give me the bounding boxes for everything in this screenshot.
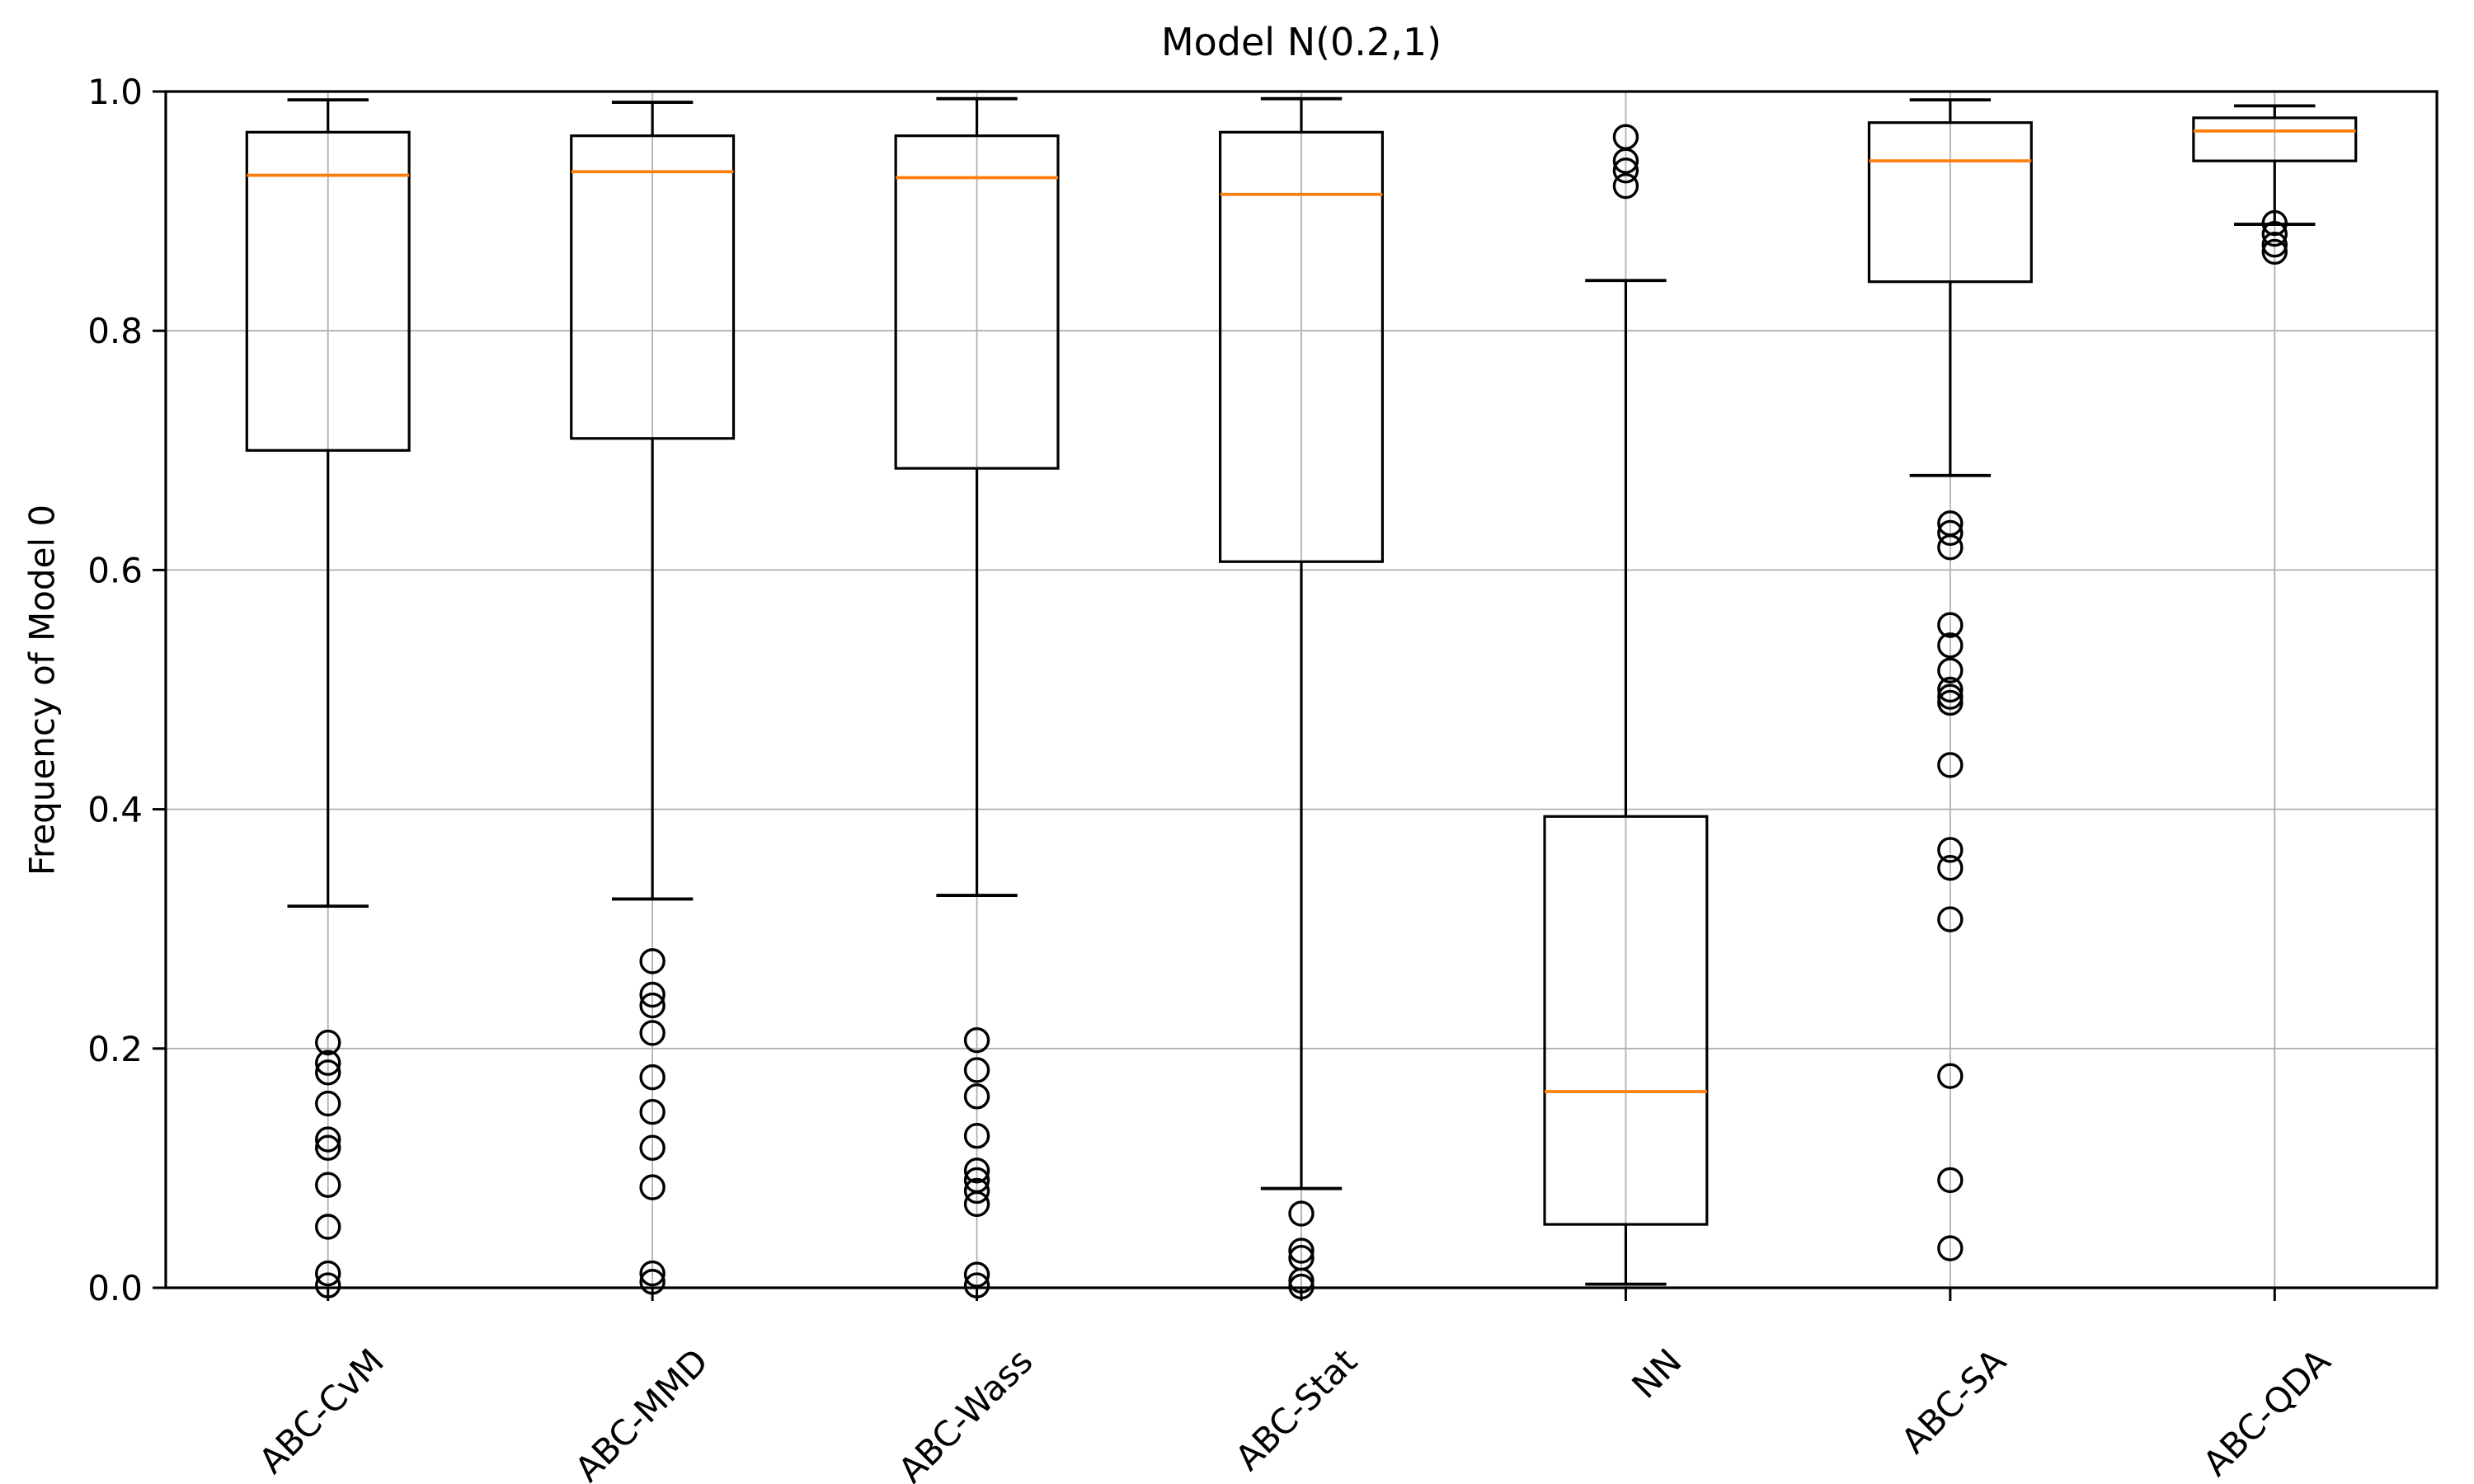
outlier-point-abc-sa [1937,534,1964,561]
outlier-point-abc-stat [1288,1237,1315,1264]
outlier-point-abc-wass [963,1123,990,1149]
outlier-point-abc-mmd [639,948,666,974]
outlier-point-abc-wass [963,1158,990,1184]
outlier-point-abc-sa [1937,519,1964,547]
outlier-point-abc-sa [1937,1235,1964,1261]
outlier-point-abc-cvm [315,1172,341,1198]
outlier-point-abc-cvm [315,1029,341,1056]
outlier-point-nn [1612,157,1639,184]
outlier-point-abc-qda [2261,238,2288,265]
outlier-point-abc-sa [1937,689,1964,716]
outlier-point-abc-sa [1937,657,1964,683]
outlier-point-abc-stat [1288,1200,1315,1227]
y-tick-label: 0.0 [87,1268,143,1308]
outlier-point-abc-wass [963,1083,990,1110]
x-tick-label-nn: NN [1624,1341,1689,1406]
outlier-point-abc-sa [1937,676,1964,703]
outlier-point-abc-qda [2261,209,2288,237]
outlier-point-abc-sa [1937,1063,1964,1089]
outlier-point-abc-cvm [315,1214,341,1240]
outlier-point-abc-qda [2261,232,2288,258]
box-abc-wass [894,134,1060,470]
outlier-point-abc-sa [1937,1167,1964,1194]
outlier-point-abc-mmd [639,1064,666,1091]
outlier-point-abc-sa [1937,612,1964,638]
outlier-point-abc-mmd [639,1099,666,1125]
outlier-point-abc-wass [963,1190,990,1218]
box-abc-sa [1867,121,2033,284]
outlier-point-abc-qda [2261,220,2288,247]
outlier-point-abc-sa [1937,854,1964,881]
box-abc-qda [2192,116,2358,162]
y-tick-label: 0.4 [87,790,143,830]
outlier-point-abc-mmd [639,1260,666,1287]
outlier-point-abc-mmd [639,992,666,1019]
outlier-point-abc-cvm [315,1134,341,1161]
outlier-point-abc-mmd [639,1174,666,1200]
outlier-point-abc-mmd [639,981,666,1008]
outlier-point-abc-wass [963,1177,990,1205]
box-abc-mmd [570,134,736,440]
outlier-point-abc-cvm [315,1090,341,1117]
x-tick-label-abc-qda: ABC-QDA [2195,1341,2339,1484]
outlier-point-abc-sa [1937,683,1964,710]
y-tick-label: 0.2 [87,1029,143,1069]
outlier-point-abc-sa [1937,837,1964,863]
outlier-point-abc-cvm [315,1050,341,1076]
outlier-point-abc-wass [963,1057,990,1083]
x-tick-label-abc-sa: ABC-SA [1893,1341,2014,1461]
x-tick-label-abc-mmd: ABC-MMD [567,1341,716,1484]
outlier-point-nn [1612,172,1639,200]
outlier-point-abc-cvm [315,1126,341,1153]
outlier-point-abc-sa [1937,906,1964,932]
outlier-point-abc-mmd [639,1134,666,1161]
y-tick-label: 0.6 [87,550,143,590]
y-tick-label: 0.8 [87,311,143,351]
box-abc-stat [1218,130,1384,563]
outlier-point-abc-sa [1937,632,1964,659]
outlier-point-abc-cvm [315,1260,341,1287]
outlier-point-abc-cvm [315,1059,341,1086]
y-tick-label: 1.0 [87,72,143,112]
box-abc-cvm [245,130,411,452]
box-nn [1543,815,1709,1226]
outlier-point-nn [1612,148,1639,174]
outlier-point-abc-mmd [639,1020,666,1046]
x-tick-label-abc-wass: ABC-Wass [891,1341,1041,1484]
chart-title: Model N(0.2,1) [1160,20,1442,64]
outlier-point-abc-wass [963,1026,990,1054]
x-tick-label-abc-stat: ABC-Stat [1227,1341,1365,1478]
outlier-point-abc-sa [1937,752,1964,778]
x-tick-label-abc-cvm: ABC-CvM [252,1341,392,1481]
outlier-point-abc-wass [963,1261,990,1288]
